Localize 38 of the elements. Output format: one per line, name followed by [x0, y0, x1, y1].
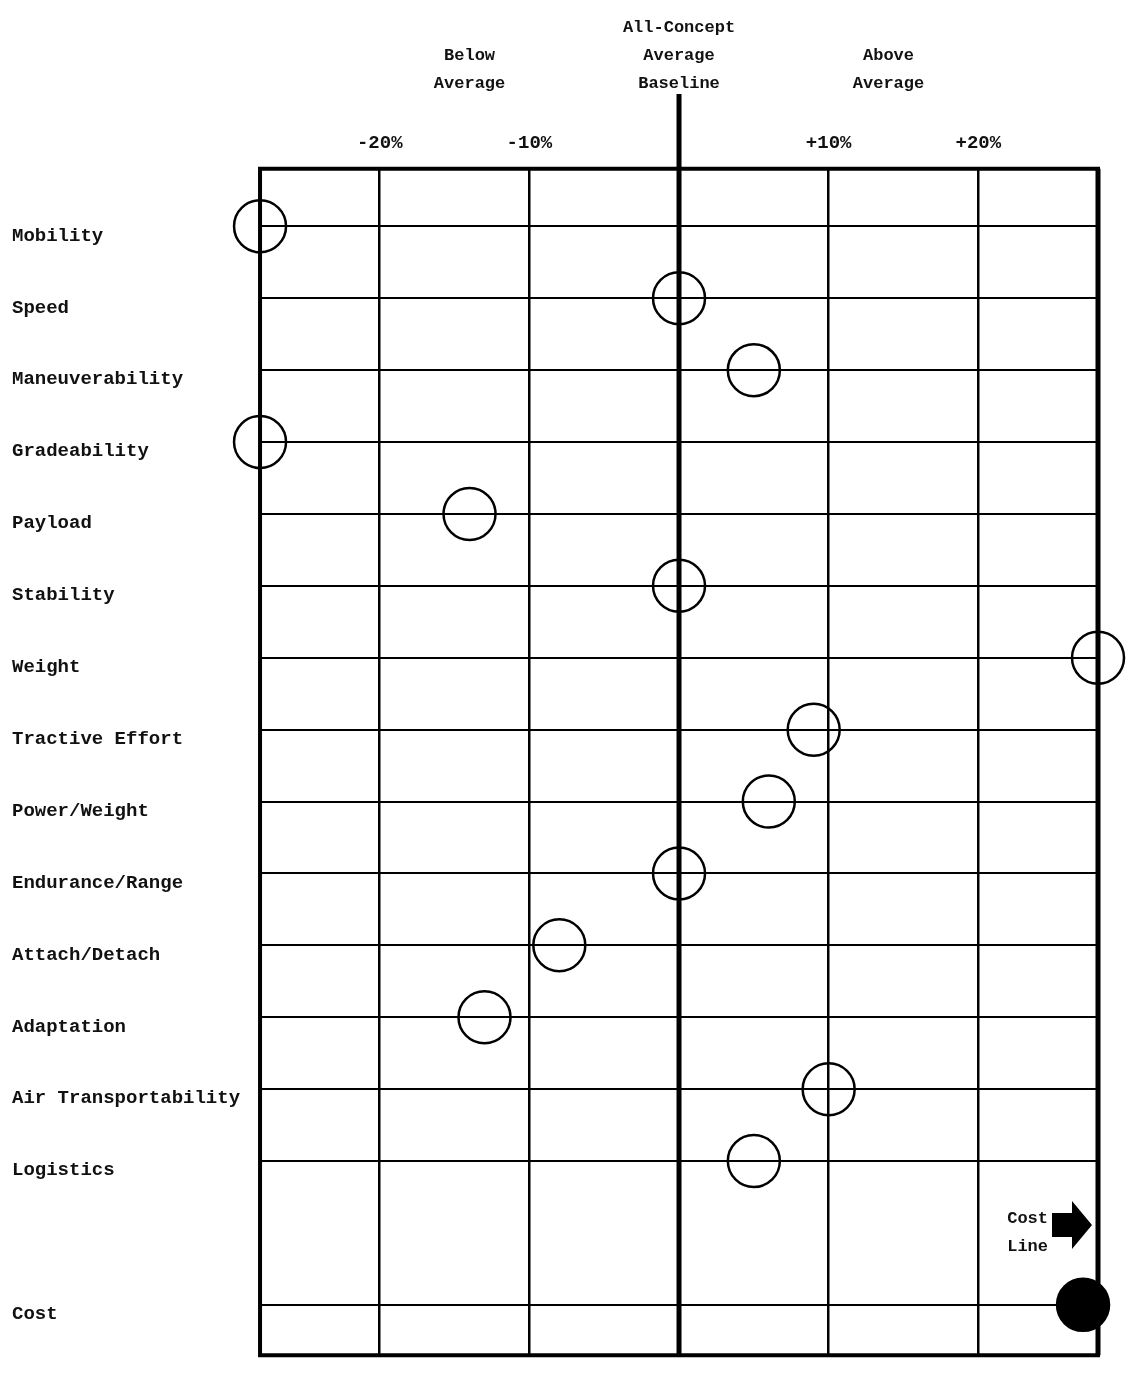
point: [651, 846, 707, 901]
point: [801, 1061, 856, 1117]
y-tick-label: Logistics: [12, 1159, 115, 1182]
point: [651, 270, 707, 326]
y-tick-label: Payload: [12, 512, 92, 535]
y-tick-label: Maneuverability: [12, 368, 184, 391]
y-tick-label: Power/Weight: [12, 799, 149, 822]
y-tick-label: Air Transportability: [12, 1087, 241, 1110]
point: [726, 342, 782, 398]
y-tick-label: Cost: [12, 1303, 58, 1326]
text: Below Average: [433, 46, 506, 93]
y-tick-label: Gradeability: [12, 440, 150, 463]
x-tick-label: +10%: [805, 132, 853, 155]
x-tick-label: -20%: [356, 132, 404, 155]
y-tick-label: Speed: [12, 296, 70, 319]
y-tick-label: Attach/Detach: [12, 943, 161, 966]
point: [726, 1133, 782, 1189]
point: [786, 702, 841, 757]
y-tick-label: Weight: [12, 656, 81, 679]
point: [232, 414, 288, 470]
y-tick-label: Adaptation: [12, 1015, 127, 1038]
point: [442, 486, 497, 542]
x-tick-label: -10%: [506, 132, 553, 155]
point: [457, 990, 512, 1045]
ref-line-label: All-Concept Average Baseline: [622, 18, 736, 93]
point: [1070, 630, 1126, 685]
ref-line-label: Cost Line: [1007, 1208, 1048, 1256]
point: [1055, 1277, 1111, 1333]
point: [232, 199, 288, 254]
y-tick-label: Endurance/Range: [12, 871, 184, 894]
x-tick-label: +20%: [955, 132, 1002, 155]
y-tick-label: Mobility: [12, 224, 104, 247]
point: [651, 558, 707, 614]
point: [741, 774, 797, 829]
text: Above Average: [852, 46, 925, 93]
y-tick-label: Tractive Effort: [12, 727, 184, 750]
y-tick-label: Stability: [12, 584, 116, 607]
point: [532, 918, 587, 973]
